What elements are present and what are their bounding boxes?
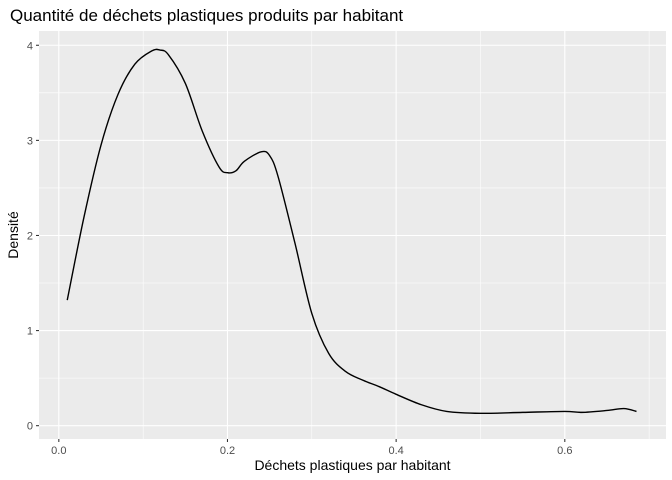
x-tick-label: 0.4 [388,445,403,457]
y-tick-label: 3 [27,135,33,147]
y-tick-label: 0 [27,421,33,433]
density-curve [66,48,637,415]
y-tick-label: 4 [27,40,33,52]
x-axis: 0.0 0.2 0.4 0.6 [51,439,572,457]
x-tick-label: 0.2 [220,445,235,457]
x-tick-label: 0.0 [51,445,66,457]
major-gridlines [39,31,666,439]
y-axis-title: Densité [5,211,21,259]
chart-title: Quantité de déchets plastiques produits … [10,6,403,25]
x-axis-title: Déchets plastiques par habitant [254,457,450,473]
x-tick-label: 0.6 [557,445,572,457]
y-tick-label: 2 [27,230,33,242]
y-axis: 0 1 2 3 4 [27,40,39,433]
y-tick-label: 1 [27,326,33,338]
